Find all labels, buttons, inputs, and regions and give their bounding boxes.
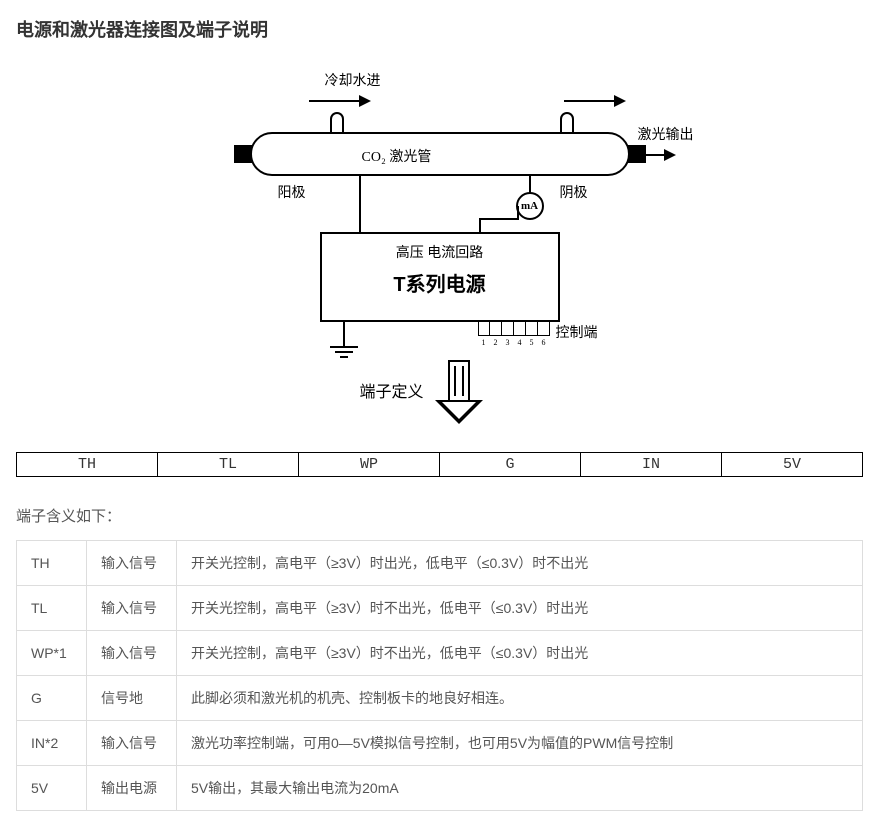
cell-pin: WP*1 <box>17 631 87 676</box>
cell-type: 输入信号 <box>87 586 177 631</box>
pin-num: 4 <box>514 338 526 347</box>
hdr-th: TH <box>17 453 157 476</box>
label-laser-out: 激光输出 <box>638 124 694 144</box>
cell-desc: 开关光控制，高电平（≥3V）时出光，低电平（≤0.3V）时不出光 <box>177 541 863 586</box>
water-port-left-icon <box>330 112 344 134</box>
table-row: WP*1 输入信号 开关光控制，高电平（≥3V）时不出光，低电平（≤0.3V）时… <box>17 631 863 676</box>
cell-pin: TL <box>17 586 87 631</box>
cell-type: 输入信号 <box>87 721 177 766</box>
water-port-right-icon <box>560 112 574 134</box>
table-row: 5V 输出电源 5V输出，其最大输出电流为20mA <box>17 766 863 811</box>
page-title: 电源和激光器连接图及端子说明 <box>16 16 863 42</box>
pin-num: 1 <box>478 338 490 347</box>
terminal-block-icon <box>478 320 550 336</box>
table-caption: 端子含义如下： <box>16 505 863 526</box>
wire-hv-icon <box>359 176 361 232</box>
hdr-g: G <box>439 453 580 476</box>
table-row: TL 输入信号 开关光控制，高电平（≥3V）时不出光，低电平（≤0.3V）时出光 <box>17 586 863 631</box>
cell-type: 输入信号 <box>87 631 177 676</box>
arrow-laser-out-icon <box>646 146 676 164</box>
pin-num: 3 <box>502 338 514 347</box>
hdr-in: IN <box>580 453 721 476</box>
table-row: G 信号地 此脚必须和激光机的机壳、控制板卡的地良好相连。 <box>17 676 863 721</box>
table-row: TH 输入信号 开关光控制，高电平（≥3V）时出光，低电平（≤0.3V）时不出光 <box>17 541 863 586</box>
cell-desc: 激光功率控制端，可用0—5V模拟信号控制，也可用5V为幅值的PWM信号控制 <box>177 721 863 766</box>
wire-return3-icon <box>479 220 481 232</box>
label-anode: 阳极 <box>278 182 306 202</box>
terminal-numbers: 1 2 3 4 5 6 <box>478 338 550 347</box>
label-psu-lines: 高压 电流回路 <box>322 234 558 262</box>
cell-type: 信号地 <box>87 676 177 721</box>
table-row: IN*2 输入信号 激光功率控制端，可用0—5V模拟信号控制，也可用5V为幅值的… <box>17 721 863 766</box>
cell-type: 输入信号 <box>87 541 177 586</box>
label-cathode: 阴极 <box>560 182 588 202</box>
label-tube: CO₂ 激光管 <box>362 146 432 166</box>
cell-pin: TH <box>17 541 87 586</box>
cell-desc: 5V输出，其最大输出电流为20mA <box>177 766 863 811</box>
pin-num: 6 <box>538 338 550 347</box>
cell-pin: 5V <box>17 766 87 811</box>
laser-tube: CO₂ 激光管 <box>250 132 630 176</box>
tube-end-right-icon <box>628 145 646 163</box>
label-terminal-def: 端子定义 <box>360 378 424 402</box>
cell-pin: G <box>17 676 87 721</box>
label-ctrl-port: 控制端 <box>556 322 598 342</box>
cell-desc: 开关光控制，高电平（≥3V）时不出光，低电平（≤0.3V）时出光 <box>177 586 863 631</box>
tube-end-left-icon <box>234 145 252 163</box>
pin-num: 5 <box>526 338 538 347</box>
power-supply: 高压 电流回路 T系列电源 <box>320 232 560 322</box>
wire-return2-icon <box>479 218 519 220</box>
pin-num: 2 <box>490 338 502 347</box>
label-psu-name: T系列电源 <box>322 262 558 297</box>
ammeter-icon: mA <box>516 192 544 220</box>
big-down-arrow-icon <box>435 360 483 424</box>
terminal-header-row: TH TL WP G IN 5V <box>16 452 863 477</box>
cell-desc: 此脚必须和激光机的机壳、控制板卡的地良好相连。 <box>177 676 863 721</box>
arrow-water-in-icon <box>305 92 375 110</box>
hdr-wp: WP <box>298 453 439 476</box>
arrow-out-top-icon <box>560 92 630 110</box>
cell-type: 输出电源 <box>87 766 177 811</box>
label-ma: mA <box>521 200 538 212</box>
hdr-5v: 5V <box>721 453 862 476</box>
cell-desc: 开关光控制，高电平（≥3V）时不出光，低电平（≤0.3V）时出光 <box>177 631 863 676</box>
label-water-in: 冷却水进 <box>325 70 381 90</box>
terminal-definition-table: TH 输入信号 开关光控制，高电平（≥3V）时出光，低电平（≤0.3V）时不出光… <box>16 540 863 811</box>
cell-pin: IN*2 <box>17 721 87 766</box>
ground-icon <box>330 322 358 358</box>
connection-diagram: 冷却水进 CO₂ 激光管 激光输出 阳极 阴极 <box>16 62 863 442</box>
hdr-tl: TL <box>157 453 298 476</box>
